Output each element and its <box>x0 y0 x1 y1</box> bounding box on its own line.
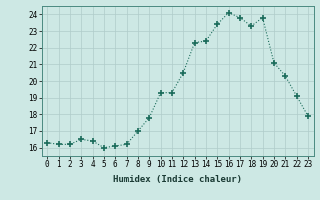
X-axis label: Humidex (Indice chaleur): Humidex (Indice chaleur) <box>113 175 242 184</box>
